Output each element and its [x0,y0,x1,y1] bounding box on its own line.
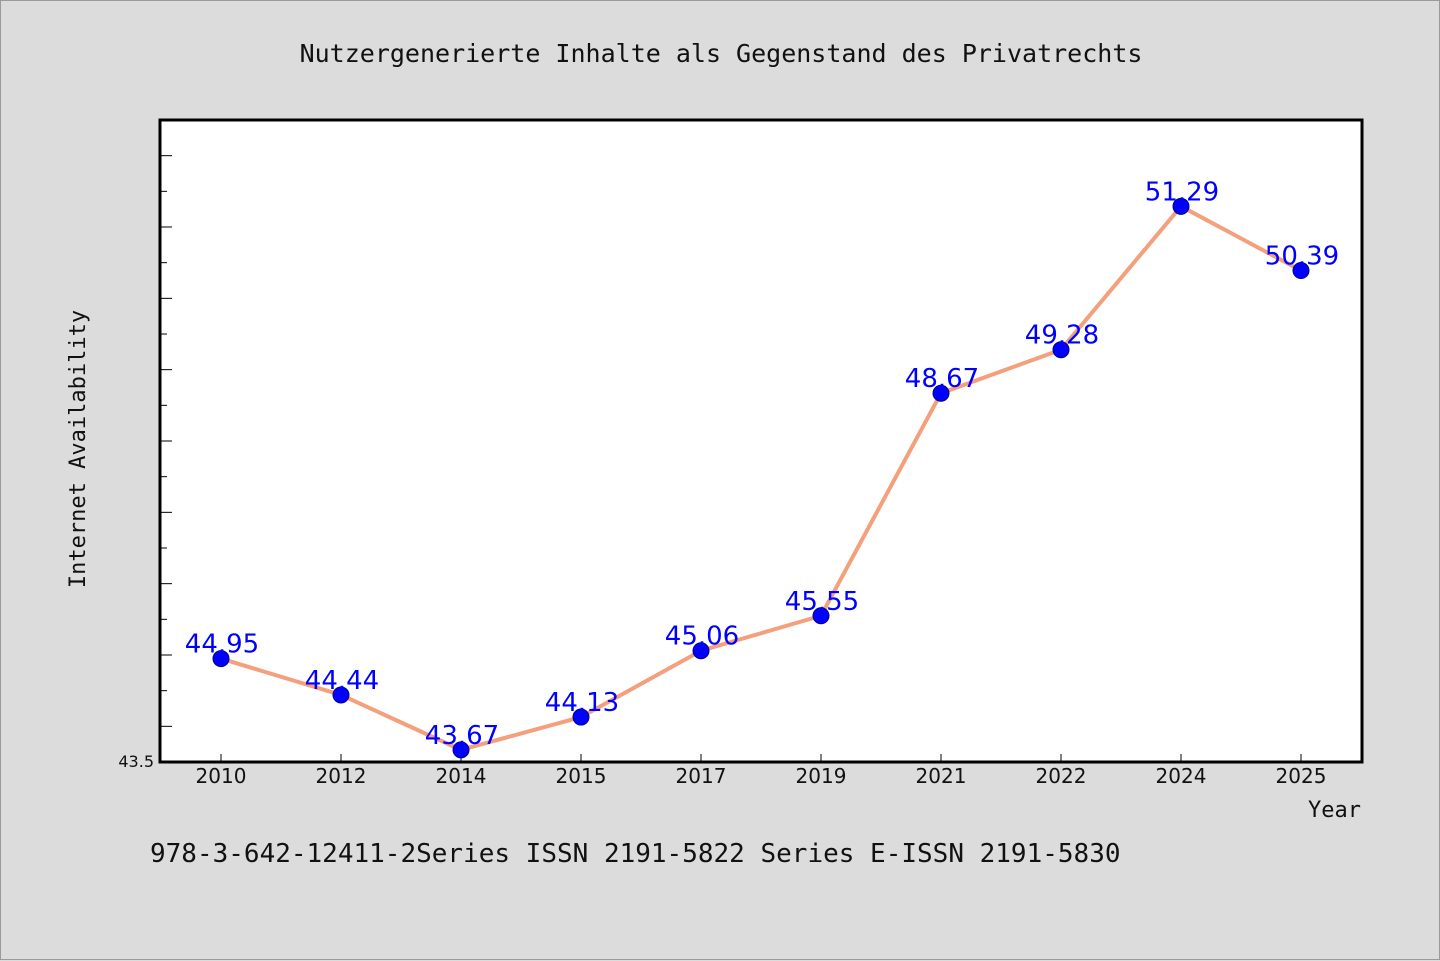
data-label: 45.06 [665,622,739,652]
data-point [812,607,830,625]
data-point [692,642,710,660]
x-axis-label: Year [1308,798,1361,823]
data-point [932,384,950,402]
data-label: 51.29 [1145,177,1219,207]
data-point [452,741,470,759]
x-tick-label: 2021 [916,764,967,788]
x-tick-label: 2025 [1276,764,1327,788]
series-layer: 44.95 44.44 43.67 44.13 45.06 45.55 48.67 49.28… [185,177,1339,759]
x-tick-label: 2010 [196,764,247,788]
data-label: 50.39 [1265,242,1339,272]
data-label: 44.44 [305,666,379,696]
x-tick-label: 2022 [1036,764,1087,788]
y-min-tick-label: 43.5 [118,752,154,771]
data-point [572,708,590,726]
footer-text: 978-3-642-12411-2Series ISSN 2191-5822 S… [150,839,1121,869]
data-point [1052,341,1070,359]
x-tick-label: 2012 [316,764,367,788]
data-label: 44.95 [185,630,259,660]
chart-title: Nutzergenerierte Inhalte als Gegenstand … [300,39,1143,68]
x-axis-ticks: 2010 2012 2014 2015 2017 2019 2021 2022 2024 2025 [196,754,1327,788]
data-label: 49.28 [1025,321,1099,351]
data-point [332,686,350,704]
data-label: 45.55 [785,587,859,617]
x-tick-label: 2017 [676,764,727,788]
data-point [1292,262,1310,280]
data-label: 44.13 [545,688,619,718]
data-point [1172,197,1190,215]
y-axis-ticks [160,155,172,727]
x-tick-label: 2019 [796,764,847,788]
x-tick-label: 2014 [436,764,487,788]
series-line [220,204,1302,752]
x-tick-label: 2015 [556,764,607,788]
y-axis-label: Internet Availability [66,310,91,588]
data-label: 43.67 [425,721,499,751]
x-tick-label: 2024 [1156,764,1207,788]
data-label: 48.67 [905,364,979,394]
data-point [212,650,230,668]
